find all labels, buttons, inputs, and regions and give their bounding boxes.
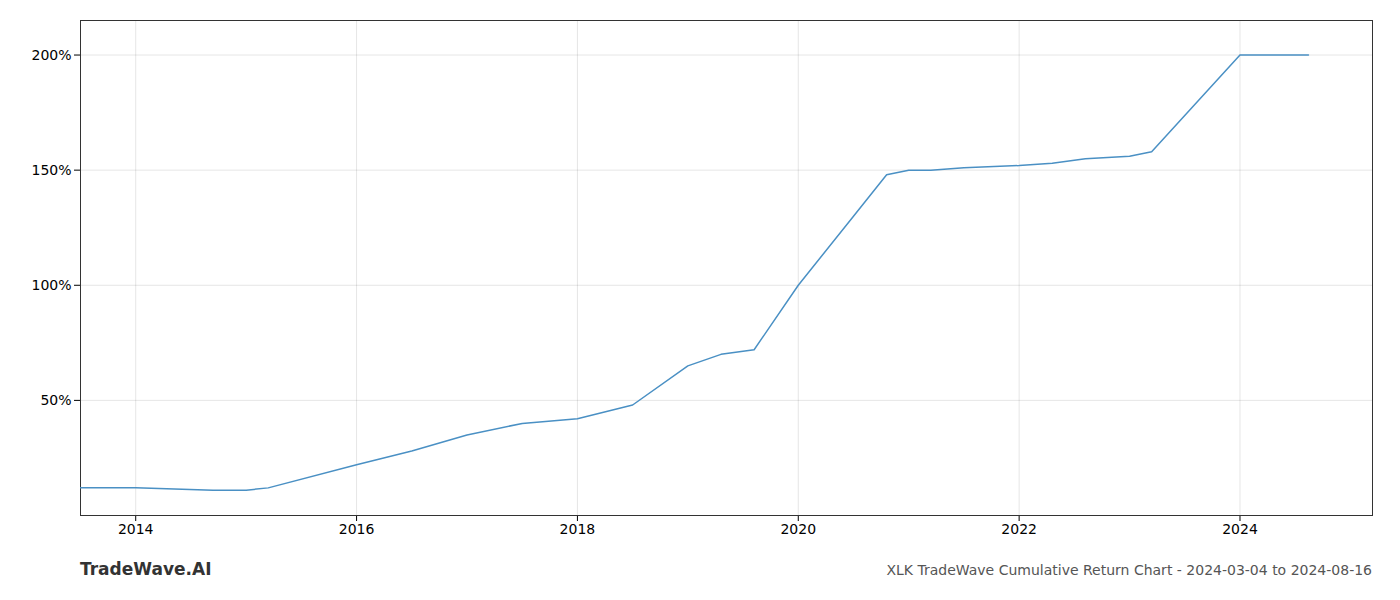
svg-text:100%: 100% — [31, 277, 71, 293]
svg-text:2022: 2022 — [1001, 521, 1037, 537]
svg-text:50%: 50% — [40, 392, 71, 408]
html-text:XLK TradeWave Cumulative Retur: XLK TradeWave Cumulative Return Chart - … — [886, 562, 1372, 578]
svg-text:2016: 2016 — [339, 521, 375, 537]
svg-text:200%: 200% — [31, 47, 71, 63]
svg-text:2020: 2020 — [780, 521, 816, 537]
svg-text:150%: 150% — [31, 162, 71, 178]
svg-text:2024: 2024 — [1222, 521, 1258, 537]
html-text:TradeWave.AI: TradeWave.AI — [80, 559, 212, 579]
svg-text:2014: 2014 — [118, 521, 154, 537]
svg-text:2018: 2018 — [560, 521, 596, 537]
